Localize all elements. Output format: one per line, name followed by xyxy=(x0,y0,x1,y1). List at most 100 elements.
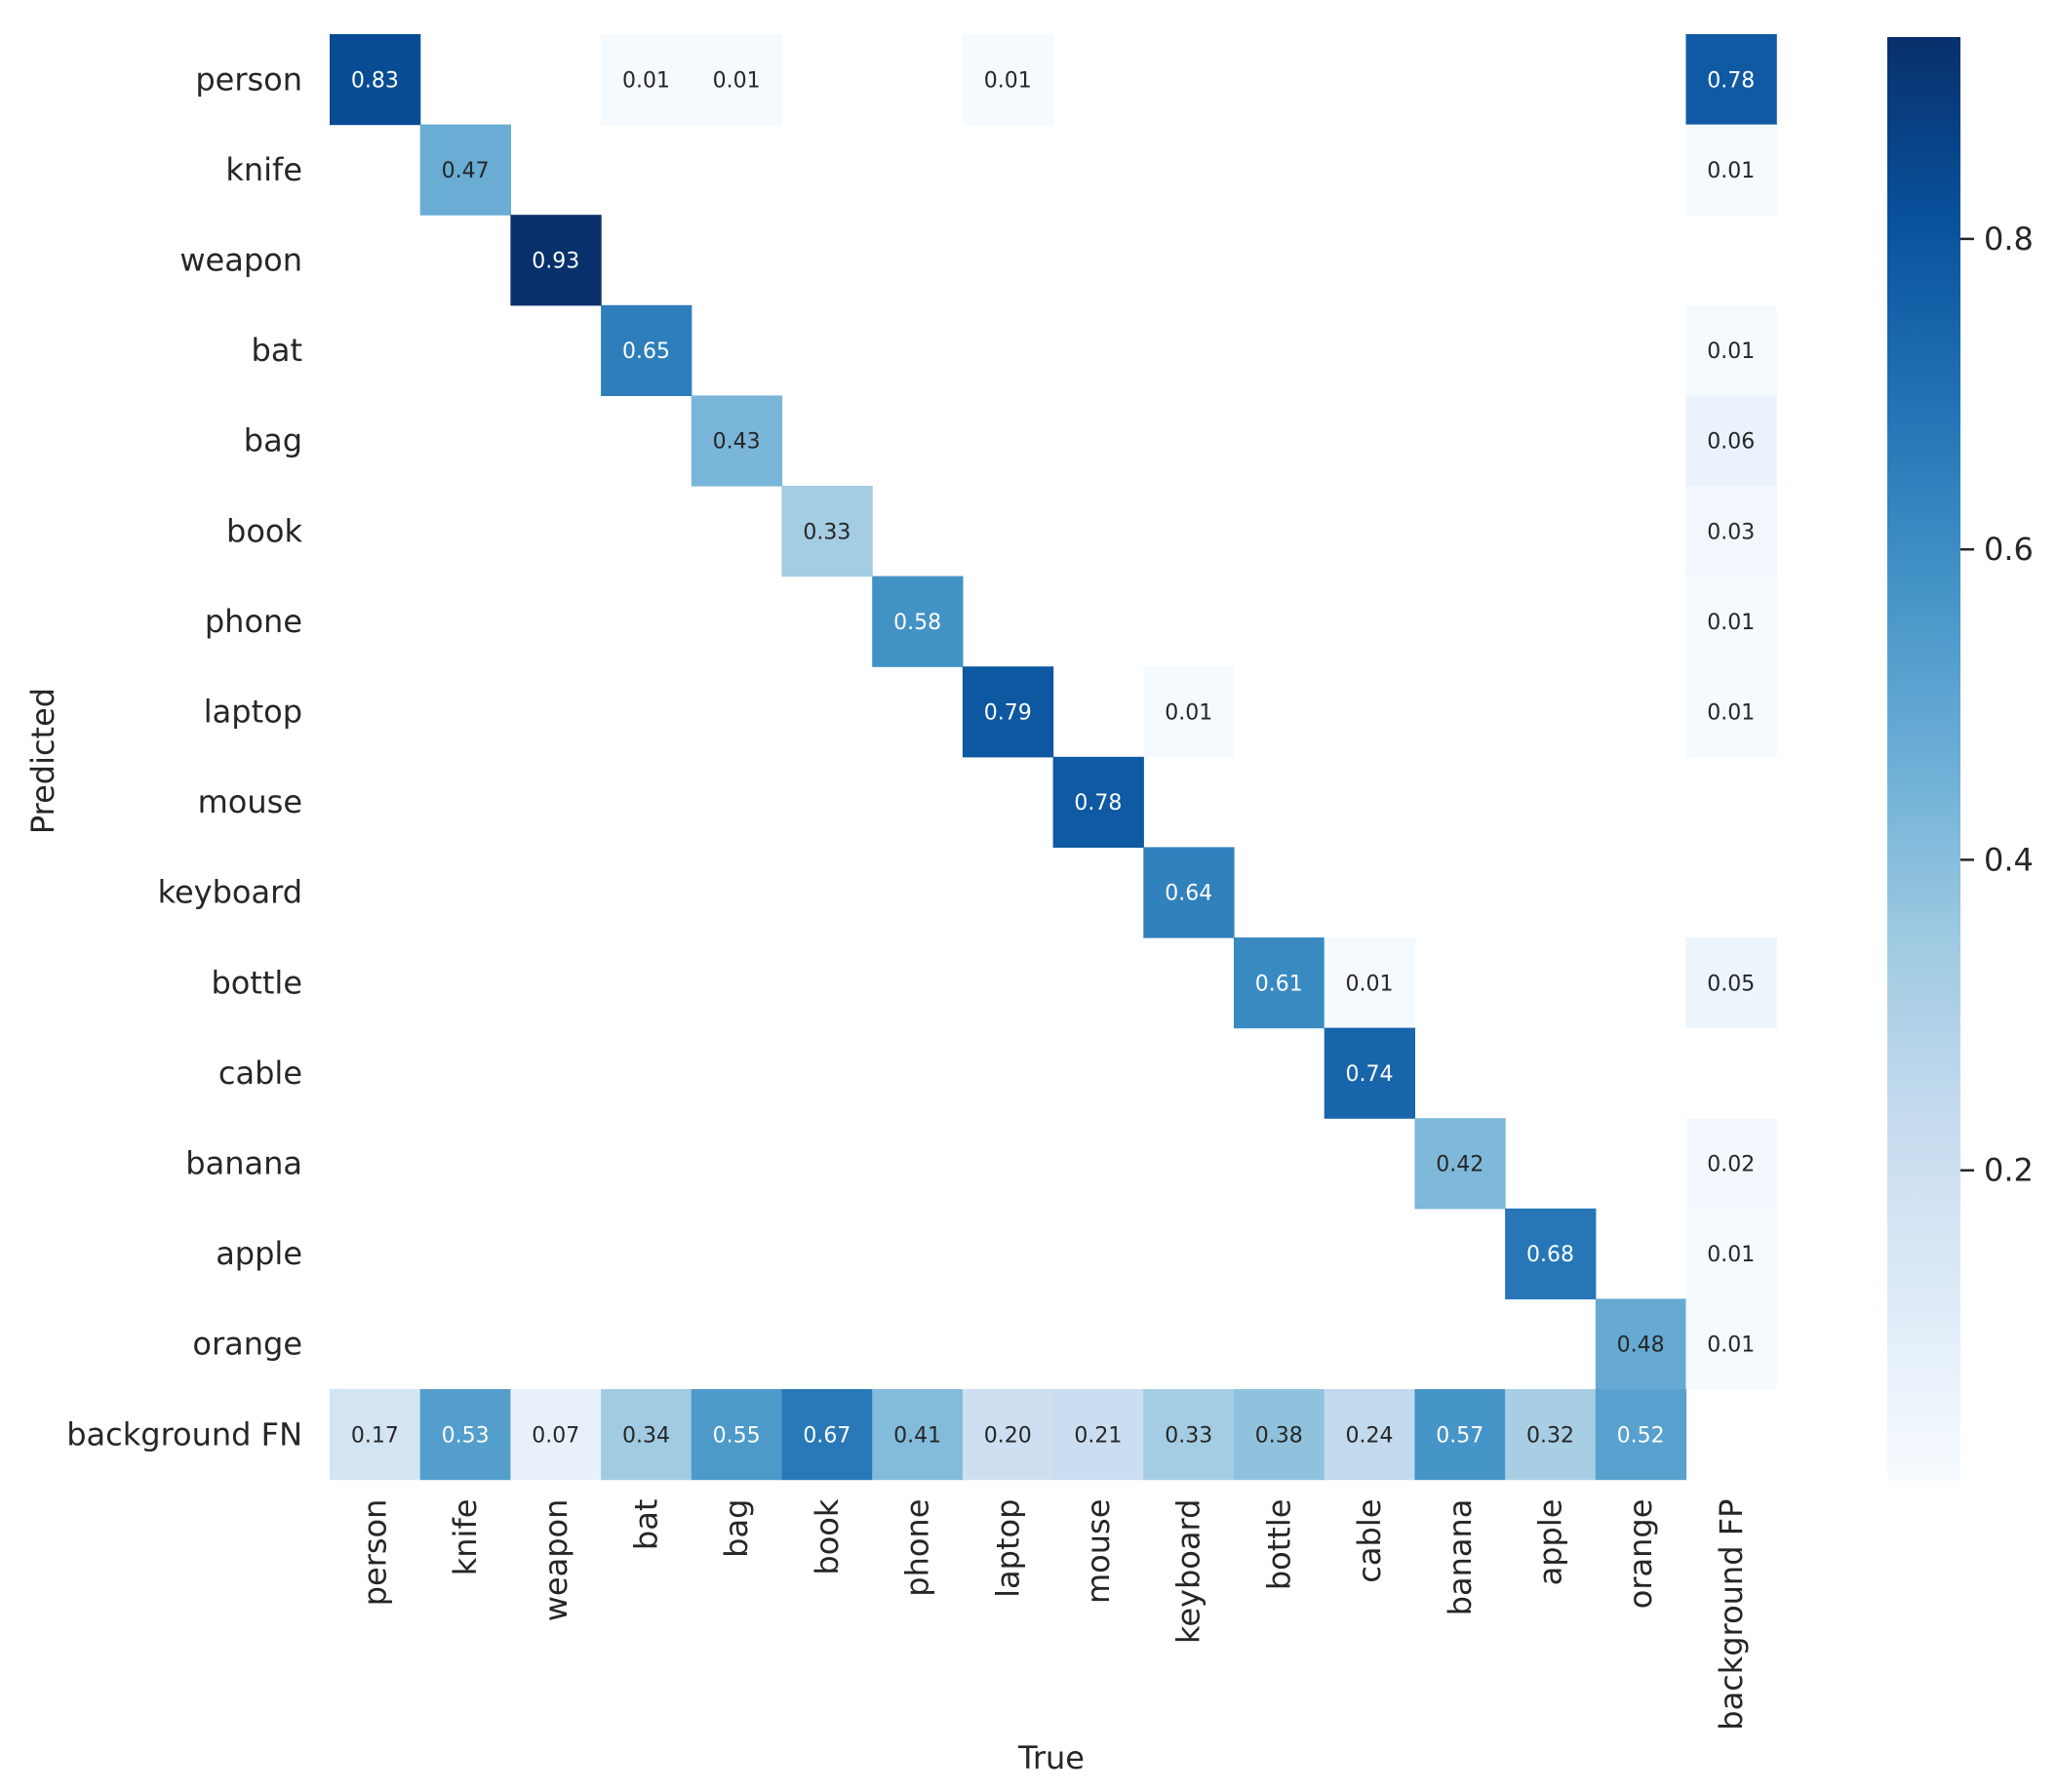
cell-value-label: 0.01 xyxy=(1707,1334,1755,1358)
heatmap-cell xyxy=(1052,756,1144,848)
cell-value-label: 0.01 xyxy=(1165,701,1212,726)
col-label-laptop: laptop xyxy=(989,1499,1026,1598)
cell-value-label: 0.01 xyxy=(622,68,670,93)
heatmap-cell xyxy=(510,1389,602,1481)
cell-value-label: 0.93 xyxy=(532,250,579,274)
heatmap-cell xyxy=(419,1389,511,1481)
heatmap-cell xyxy=(510,215,602,306)
cell-value-label: 0.57 xyxy=(1436,1423,1483,1448)
col-label-bag: bag xyxy=(718,1499,755,1558)
col-label-orange: orange xyxy=(1622,1499,1659,1610)
cell-value-label: 0.06 xyxy=(1707,430,1755,455)
cell-value-label: 0.65 xyxy=(622,339,670,364)
heatmap-cell xyxy=(1685,1208,1777,1299)
cell-value-label: 0.38 xyxy=(1255,1423,1303,1448)
heatmap-cell xyxy=(1234,937,1325,1029)
cell-value-label: 0.01 xyxy=(1707,159,1755,183)
cell-value-label: 0.48 xyxy=(1617,1334,1665,1358)
colorbar-ticks: 0.2 0.4 0.6 0.8 xyxy=(1960,220,2034,1189)
heatmap-cell xyxy=(1685,124,1777,216)
row-label-knife: knife xyxy=(225,151,302,188)
col-label-person: person xyxy=(356,1499,393,1607)
heatmap-cells: 0.83 0.01 0.01 0.01 0.78 0.47 0.01 0.93 0.65 0.01… xyxy=(330,34,1777,1481)
heatmap-cell xyxy=(872,576,964,667)
cell-value-label: 0.47 xyxy=(442,159,490,183)
cell-value-label: 0.61 xyxy=(1255,972,1303,996)
heatmap-cell xyxy=(1324,937,1415,1029)
colorbar-tick-label: 0.2 xyxy=(1984,1152,2034,1189)
row-label-apple: apple xyxy=(216,1235,302,1272)
heatmap-cell xyxy=(419,124,511,216)
cell-value-label: 0.33 xyxy=(1165,1423,1212,1448)
heatmap-cell xyxy=(1685,486,1777,577)
row-label-laptop: laptop xyxy=(204,694,302,731)
cell-value-label: 0.05 xyxy=(1707,972,1755,996)
cell-value-label: 0.07 xyxy=(532,1423,579,1448)
cell-value-label: 0.01 xyxy=(1707,611,1755,635)
row-label-background-fn: background FN xyxy=(66,1415,302,1453)
x-axis-label: True xyxy=(1017,1739,1085,1776)
row-label-mouse: mouse xyxy=(198,783,302,820)
heatmap-cell xyxy=(1685,666,1777,758)
cell-value-label: 0.79 xyxy=(984,701,1032,726)
row-label-keyboard: keyboard xyxy=(158,874,302,911)
heatmap-cell xyxy=(1685,1118,1777,1210)
col-label-apple: apple xyxy=(1532,1499,1569,1586)
cell-value-label: 0.53 xyxy=(442,1423,490,1448)
heatmap-cell xyxy=(1595,1389,1687,1481)
heatmap-cell xyxy=(601,304,692,396)
heatmap-cell xyxy=(691,395,783,487)
col-label-book: book xyxy=(809,1498,846,1574)
cell-value-label: 0.21 xyxy=(1074,1423,1122,1448)
row-label-book: book xyxy=(226,512,302,549)
col-label-keyboard: keyboard xyxy=(1170,1499,1207,1644)
heatmap-cell xyxy=(1505,1389,1597,1481)
row-label-bottle: bottle xyxy=(211,964,302,1001)
cell-value-label: 0.01 xyxy=(984,68,1032,93)
row-label-weapon: weapon xyxy=(179,242,302,279)
cell-value-label: 0.17 xyxy=(351,1423,399,1448)
heatmap-cell xyxy=(601,1389,692,1481)
heatmap-cell xyxy=(1414,1389,1506,1481)
heatmap-cell xyxy=(781,486,873,577)
heatmap-cell xyxy=(691,1389,783,1481)
heatmap-cell xyxy=(1685,576,1777,667)
cell-value-label: 0.43 xyxy=(713,430,761,455)
row-label-banana: banana xyxy=(185,1145,302,1182)
cell-value-label: 0.01 xyxy=(1707,339,1755,364)
heatmap-cell xyxy=(1685,34,1777,126)
col-label-background-fp: background FP xyxy=(1713,1499,1750,1731)
heatmap-cell xyxy=(601,34,692,126)
col-label-weapon: weapon xyxy=(537,1499,574,1622)
heatmap-cell xyxy=(962,1389,1054,1481)
col-label-mouse: mouse xyxy=(1080,1499,1117,1604)
col-label-bottle: bottle xyxy=(1260,1499,1297,1591)
col-label-phone: phone xyxy=(899,1499,936,1597)
heatmap-cell xyxy=(1685,1298,1777,1390)
heatmap-cell xyxy=(1143,666,1235,758)
cell-value-label: 0.34 xyxy=(622,1423,670,1448)
heatmap-cell xyxy=(1505,1208,1597,1299)
heatmap-cell xyxy=(1234,1389,1325,1481)
cell-value-label: 0.83 xyxy=(351,68,399,93)
heatmap-cell xyxy=(781,1389,873,1481)
heatmap-cell xyxy=(962,666,1054,758)
heatmap-cell xyxy=(872,1389,964,1481)
heatmap-cell xyxy=(330,34,421,126)
col-label-knife: knife xyxy=(447,1499,484,1576)
heatmap-cell xyxy=(1685,395,1777,487)
heatmap-cell xyxy=(1143,847,1235,938)
y-axis-label: Predicted xyxy=(24,688,61,834)
cell-value-label: 0.01 xyxy=(713,68,761,93)
heatmap-cell xyxy=(1595,1298,1687,1390)
cell-value-label: 0.02 xyxy=(1707,1153,1755,1177)
row-label-orange: orange xyxy=(192,1326,302,1363)
heatmap-cell xyxy=(691,34,783,126)
heatmap-cell xyxy=(1052,1389,1144,1481)
heatmap-cell xyxy=(330,1389,421,1481)
cell-value-label: 0.67 xyxy=(803,1423,850,1448)
heatmap-cell xyxy=(1685,937,1777,1029)
col-label-banana: banana xyxy=(1442,1499,1479,1616)
cell-value-label: 0.52 xyxy=(1617,1423,1665,1448)
heatmap-cell xyxy=(1414,1118,1506,1210)
